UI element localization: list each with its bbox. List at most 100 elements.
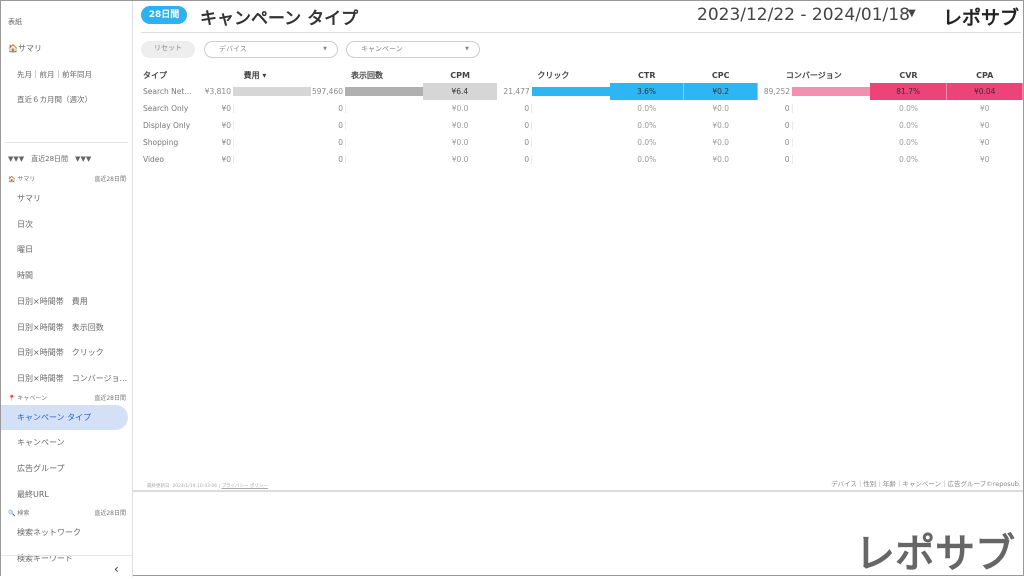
heat-cell: ¥0.0: [712, 121, 730, 130]
footer-links[interactable]: デバイス｜性別｜年齢｜キャンペーン｜広告グループ©reposub.: [831, 480, 1021, 488]
sidebar-item[interactable]: サマリ: [17, 194, 41, 203]
data-bar: [531, 138, 533, 147]
table-row[interactable]: Search Net... ¥3,810 597,460 ¥6.4 21,477 3.6%…: [143, 83, 1023, 100]
sidebar-item[interactable]: 日別×時間帯 コンバージョ...: [17, 373, 128, 383]
table-row[interactable]: Shopping ¥0 0 ¥0.0 0 0.0% ¥0.0 0 0.0% ¥0: [143, 134, 1023, 151]
nav-month-compare[interactable]: 先月｜前月｜前年同月: [17, 70, 92, 79]
bar-cell: ¥0: [199, 117, 311, 134]
privacy-link[interactable]: プライバシー ポリシー: [221, 484, 268, 489]
heat-cell: ¥0: [979, 138, 990, 147]
column-header: CTR: [638, 71, 656, 80]
column-header: CPA: [976, 71, 994, 80]
sidebar-item[interactable]: 日別×時間帯 クリック: [17, 348, 104, 358]
heat-cell: 0.0%: [637, 155, 657, 164]
date-dropdown-icon[interactable]: ▼: [908, 8, 916, 19]
sidebar-item[interactable]: 時間: [17, 271, 33, 281]
heat-cell: ¥0.0: [451, 155, 469, 164]
search-icon: 🔍: [8, 510, 16, 518]
campaign-filter[interactable]: キャンペーン ▼: [346, 41, 480, 58]
sidebar-item[interactable]: 日次: [17, 219, 33, 229]
heat-cell: ¥6.4: [422, 83, 498, 100]
heat-cell: 0.0%: [637, 121, 657, 130]
data-bar: [792, 87, 871, 96]
column-header: コンバージョン: [785, 71, 842, 80]
bar-cell: ¥0: [199, 100, 311, 117]
bar-cell: ¥3,810: [199, 83, 311, 100]
data-bar: [531, 87, 610, 96]
bar-cell: 597,460: [311, 83, 423, 100]
sidebar-item[interactable]: 広告グループ: [17, 464, 65, 473]
sidebar-item[interactable]: 曜日: [17, 245, 33, 255]
bar-cell: 0: [311, 117, 423, 134]
nav-cover[interactable]: 表紙: [8, 18, 22, 26]
sidebar-item[interactable]: 日別×時間帯 表示回数: [17, 322, 104, 332]
heat-cell: ¥0.2: [683, 83, 759, 100]
sidebar-item[interactable]: キャンペーン: [17, 438, 65, 448]
heat-cell: 0.0%: [898, 104, 918, 113]
bar-cell: 89,252: [758, 83, 871, 100]
bar-cell: 0: [497, 134, 610, 151]
heat-cell: 81.7%: [870, 83, 948, 100]
sidebar-item[interactable]: 最終URL: [17, 489, 49, 499]
campaign-type-table: タイプ 費用 ▾ 表示回数 CPM クリック CTR CPC コンバージョン CVR CPA Se…: [143, 68, 1023, 168]
heat-cell: 0.0%: [637, 104, 657, 113]
column-header: タイプ: [143, 71, 167, 80]
data-bar: [344, 104, 346, 113]
sidebar-item[interactable]: 検索キーワード: [17, 554, 73, 564]
divider: [141, 32, 1021, 33]
data-bar: [232, 87, 311, 96]
section-header: 📍 キャペーン 直近28日間: [8, 394, 126, 402]
section-header: 🏠 サマリ 直近28日間: [8, 176, 126, 183]
sidebar-item[interactable]: 検索ネットワーク: [17, 528, 81, 538]
table-row[interactable]: Display Only ¥0 0 ¥0.0 0 0.0% ¥0.0 0 0.0% ¥0: [143, 117, 1023, 134]
device-filter[interactable]: デバイス ▼: [204, 41, 338, 58]
caret-down-icon: ▼: [323, 46, 327, 52]
bar-cell: 0: [497, 117, 610, 134]
column-header: 表示回数: [350, 71, 383, 80]
data-bar: [791, 155, 793, 164]
data-bar: [791, 138, 793, 147]
selected-highlight: [1, 404, 128, 430]
nav-summary[interactable]: 🏠サマリ: [8, 44, 42, 53]
main: 28日間 キャンペーン タイプ 2023/12/22 - 2024/01/18 …: [133, 1, 1023, 577]
bar-cell: 21,477: [497, 83, 610, 100]
date-range[interactable]: 2023/12/22 - 2024/01/18: [697, 5, 910, 25]
data-bar: [531, 104, 533, 113]
table-row[interactable]: Search Only ¥0 0 ¥0.0 0 0.0% ¥0.0 0 0.0% ¥0: [143, 100, 1023, 117]
logo: レポサブ: [943, 7, 1020, 29]
bar-cell: ¥0: [199, 151, 311, 168]
watermark-logo: レポサブ: [855, 531, 1015, 577]
heat-cell: 3.6%: [609, 83, 685, 100]
table-row[interactable]: Video ¥0 0 ¥0.0 0 0.0% ¥0.0 0 0.0% ¥0: [143, 151, 1023, 168]
column-header: CPC: [711, 71, 730, 80]
heat-cell: ¥0.04: [946, 83, 1023, 100]
sidebar-item[interactable]: 日別×時間帯 費用: [17, 296, 88, 306]
column-header: クリック: [537, 71, 570, 80]
data-bar: [232, 104, 234, 113]
period-header: ▼▼▼ 直近28日間 ▼▼▼: [8, 155, 92, 163]
data-bar: [531, 121, 533, 130]
data-bar: [232, 138, 234, 147]
divider: [5, 142, 128, 143]
footer-meta: 最終更新日: 2024/1/19 10:43:06 | プライバシー ポリシー: [147, 484, 268, 489]
bar-cell: 0: [497, 100, 610, 117]
pin-icon: 📍: [8, 394, 16, 402]
collapse-chevron-icon[interactable]: ‹: [114, 562, 119, 576]
data-bar: [344, 138, 346, 147]
page-title: キャンペーン タイプ: [200, 9, 359, 29]
heat-cell: 0.0%: [898, 155, 918, 164]
column-header[interactable]: 費用 ▾: [243, 71, 267, 80]
data-bar: [531, 155, 533, 164]
data-bar: [232, 121, 234, 130]
nav-6months[interactable]: 直近６カ月間（週次）: [17, 95, 92, 104]
column-header: CPM: [450, 71, 470, 80]
type-cell: Search Net...: [143, 87, 192, 96]
caret-down-icon: ▼: [465, 46, 469, 52]
bar-cell: 0: [497, 151, 610, 168]
data-bar: [344, 155, 346, 164]
heat-cell: 0.0%: [898, 121, 918, 130]
reset-button[interactable]: リセット: [141, 41, 195, 58]
type-cell: Shopping: [143, 138, 179, 147]
heat-cell: ¥0: [979, 104, 990, 113]
sidebar-item[interactable]: キャンペーン タイプ: [17, 412, 92, 422]
